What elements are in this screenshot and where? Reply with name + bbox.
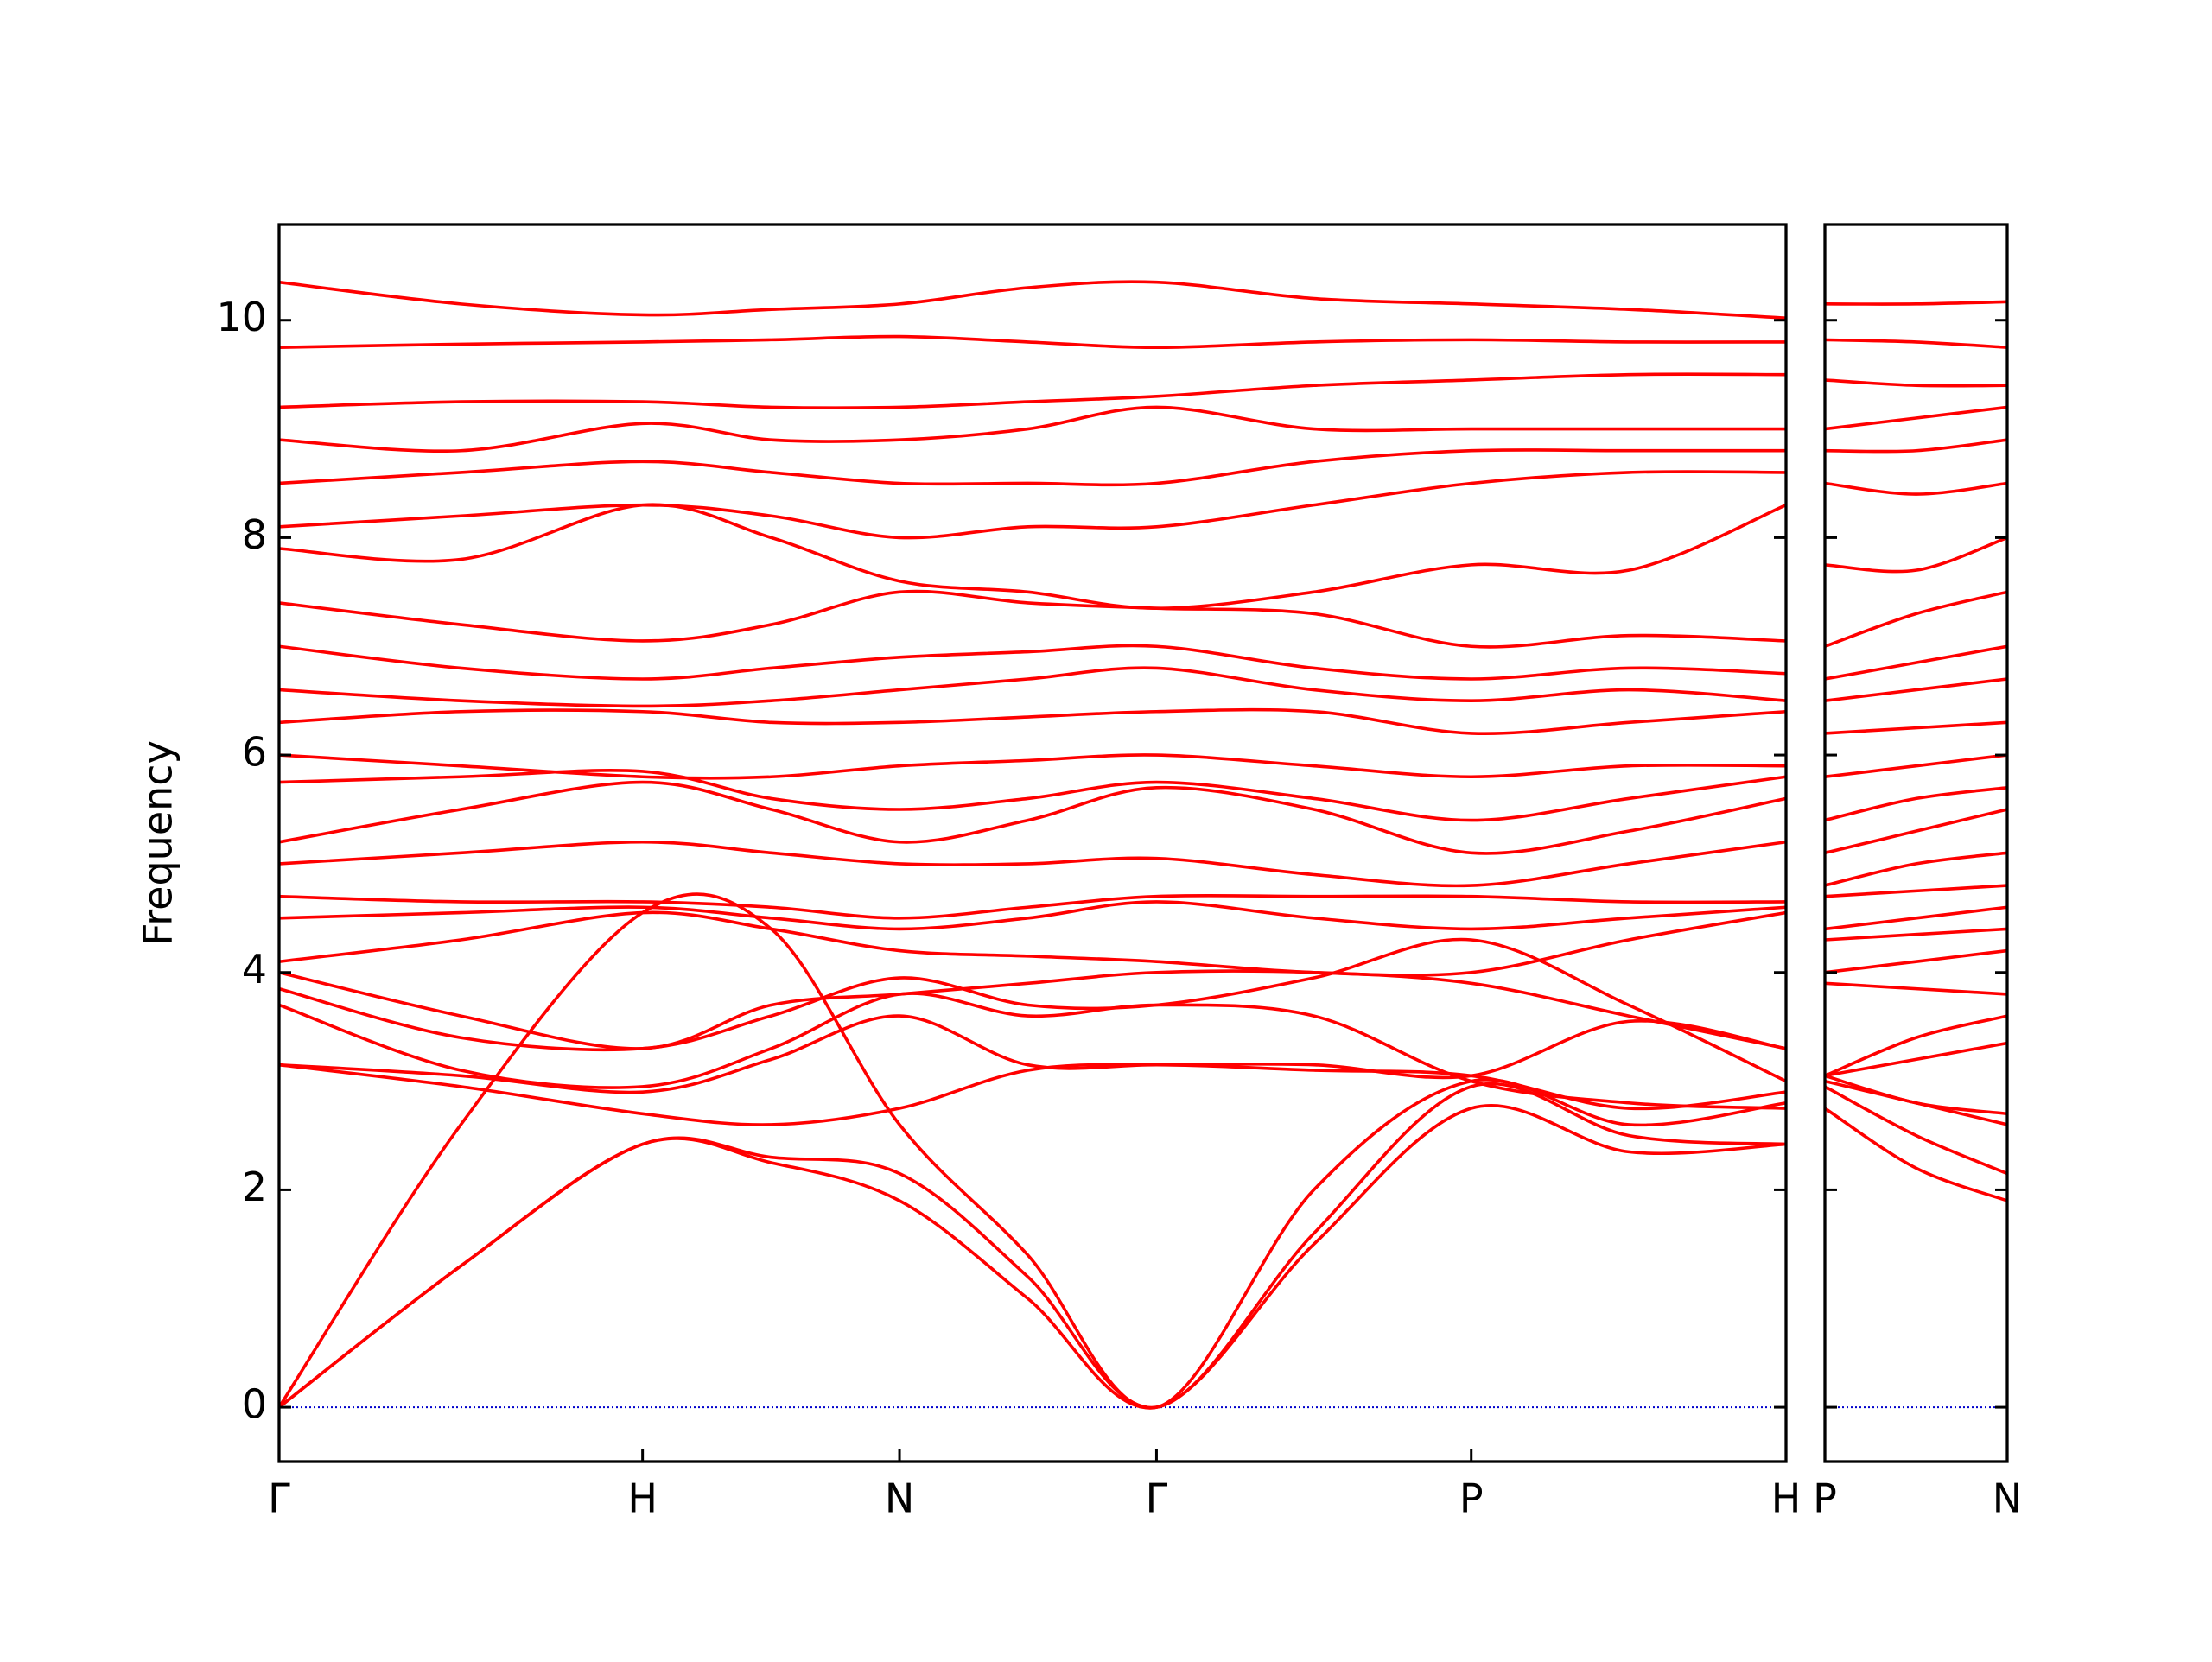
band-line: [279, 893, 1786, 920]
x-tick-label: H: [1771, 1475, 1802, 1522]
band-line: [279, 910, 1786, 977]
band-line: [279, 840, 1786, 888]
band-line: [1825, 438, 2007, 454]
band-line: [1825, 590, 2007, 648]
band-line: [279, 1063, 1786, 1126]
x-tick-label: P: [1813, 1475, 1837, 1522]
band-line: [1825, 808, 2007, 855]
x-tick-label: H: [627, 1475, 658, 1522]
band-line: [1825, 378, 2007, 388]
band-line: [279, 900, 1786, 931]
band-line: [1825, 644, 2007, 681]
band-line: [1825, 948, 2007, 974]
band-line: [1825, 300, 2007, 306]
plot-frame: [277, 223, 1788, 1463]
plot-area: [279, 280, 1786, 1410]
band-line: [279, 969, 1786, 1050]
band-line: [1825, 1107, 2007, 1202]
band-line: [279, 707, 1786, 735]
band-line: [1825, 927, 2007, 942]
band-line: [1825, 481, 2007, 496]
y-tick-label: 8: [242, 511, 267, 558]
y-tick-label: 4: [242, 946, 267, 993]
band-line: [279, 937, 1786, 1083]
y-tick-label: 6: [242, 729, 267, 776]
band-line: [1825, 1074, 2007, 1116]
x-tick-label: N: [1993, 1475, 2022, 1522]
band-line: [1825, 536, 2007, 574]
y-tick-label: 0: [242, 1381, 267, 1428]
band-line: [1825, 1014, 2007, 1077]
x-tick-label: N: [885, 1475, 914, 1522]
y-tick-label: 10: [216, 294, 267, 340]
band-line: [1825, 1085, 2007, 1176]
band-line: [279, 753, 1786, 780]
band-line: [1825, 905, 2007, 931]
band-line: [279, 992, 1786, 1110]
band-line: [279, 334, 1786, 349]
plot-frame: [1823, 223, 2009, 1463]
band-line: [1825, 981, 2007, 996]
x-tick-label: Γ: [268, 1475, 290, 1522]
band-line: [279, 892, 1786, 1410]
band-line: [1825, 720, 2007, 735]
band-line: [279, 470, 1786, 540]
band-line: [1825, 753, 2007, 779]
band-line: [279, 280, 1786, 320]
y-axis-label: Frequency: [135, 740, 181, 946]
band-line: [279, 448, 1786, 487]
band-line: [279, 644, 1786, 681]
band-line: [279, 780, 1786, 855]
y-tick-label: 2: [242, 1164, 267, 1210]
band-line: [1825, 786, 2007, 822]
plot-area: [1825, 300, 2007, 1202]
band-line: [279, 1104, 1786, 1410]
band-line: [279, 666, 1786, 708]
band-line: [279, 768, 1786, 822]
x-tick-label: Γ: [1146, 1475, 1168, 1522]
band-line: [1825, 884, 2007, 898]
band-line: [1825, 338, 2007, 349]
band-line: [1825, 677, 2007, 702]
band-line: [279, 405, 1786, 453]
band-line: [1825, 851, 2007, 887]
x-tick-label: P: [1459, 1475, 1484, 1522]
band-line: [279, 503, 1786, 610]
band-line: [279, 1082, 1786, 1410]
band-line: [279, 372, 1786, 409]
band-line: [1825, 405, 2007, 431]
band-line: [279, 589, 1786, 649]
band-line: [1825, 1041, 2007, 1078]
band-line: [279, 1014, 1786, 1094]
